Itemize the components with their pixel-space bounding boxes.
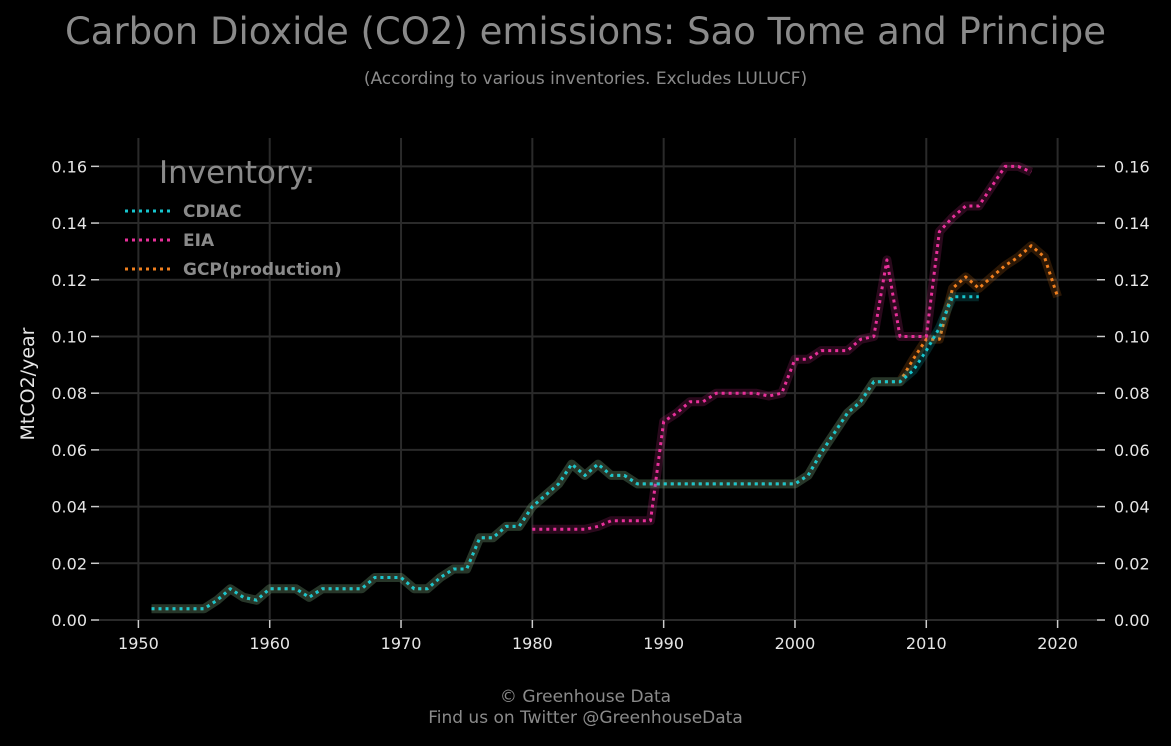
footer-twitter: Find us on Twitter @GreenhouseData <box>428 708 743 728</box>
y-tick-label-right: 0.12 <box>1114 271 1150 290</box>
y-tick-label-right: 0.06 <box>1114 441 1150 460</box>
series-line-eia <box>532 164 1032 531</box>
x-tick-label: 1980 <box>512 634 553 653</box>
y-tick-label-left: 0.12 <box>51 271 87 290</box>
series-glow-cdiac <box>151 292 979 614</box>
y-tick-label-right: 0.04 <box>1114 498 1150 517</box>
grid-lines <box>99 138 1097 621</box>
x-tick-label: 1970 <box>381 634 422 653</box>
y-tick-label-left: 0.16 <box>51 157 87 176</box>
x-tick-label: 1990 <box>643 634 684 653</box>
x-tick-label: 2020 <box>1037 634 1078 653</box>
legend-label-cdiac: CDIAC <box>183 202 242 222</box>
y-tick-label-right: 0.14 <box>1114 214 1150 233</box>
y-tick-label-left: 0.14 <box>51 214 87 233</box>
legend-label-gcp-production: GCP(production) <box>183 260 342 280</box>
y-tick-label-left: 0.06 <box>51 441 87 460</box>
legend-title: Inventory: <box>159 155 315 191</box>
series-glow-gcp-production <box>151 241 1062 614</box>
y-tick-label-left: 0.04 <box>51 498 87 517</box>
footer-copyright: © Greenhouse Data <box>499 687 672 707</box>
y-axis-ticks-right: 0.00 0.02 0.04 0.06 0.08 0.10 0.12 0.14 0.16 <box>1097 157 1150 630</box>
series-line-gcp-production <box>151 244 1060 611</box>
x-axis-ticks: 1950 1960 1970 1980 1990 2000 2010 2020 <box>118 620 1078 653</box>
y-tick-label-left: 0.10 <box>51 327 87 346</box>
y-axis-ticks-left: 0.00 0.02 0.04 0.06 0.08 0.10 0.12 0.14 0.16 <box>51 157 99 630</box>
legend: Inventory: CDIAC EIA GCP(production) <box>125 155 342 280</box>
x-tick-label: 1960 <box>249 634 290 653</box>
y-axis-label: MtCO2/year <box>17 327 39 440</box>
y-tick-label-right: 0.16 <box>1114 157 1150 176</box>
y-tick-label-left: 0.00 <box>51 611 87 630</box>
x-tick-label: 1950 <box>118 634 159 653</box>
x-tick-label: 2010 <box>906 634 947 653</box>
chart-subtitle: (According to various inventories. Exclu… <box>363 69 808 89</box>
y-tick-label-left: 0.02 <box>51 554 87 573</box>
y-tick-label-right: 0.02 <box>1114 554 1150 573</box>
legend-label-eia: EIA <box>183 231 215 251</box>
chart-title: Carbon Dioxide (CO2) emissions: Sao Tome… <box>64 10 1107 53</box>
footer: © Greenhouse Data Find us on Twitter @Gr… <box>0 687 1171 729</box>
x-tick-label: 2000 <box>775 634 816 653</box>
series-lines <box>151 161 1062 614</box>
y-tick-label-left: 0.08 <box>51 384 87 403</box>
y-tick-label-right: 0.10 <box>1114 327 1150 346</box>
y-tick-label-right: 0.00 <box>1114 611 1150 630</box>
y-tick-label-right: 0.08 <box>1114 384 1150 403</box>
